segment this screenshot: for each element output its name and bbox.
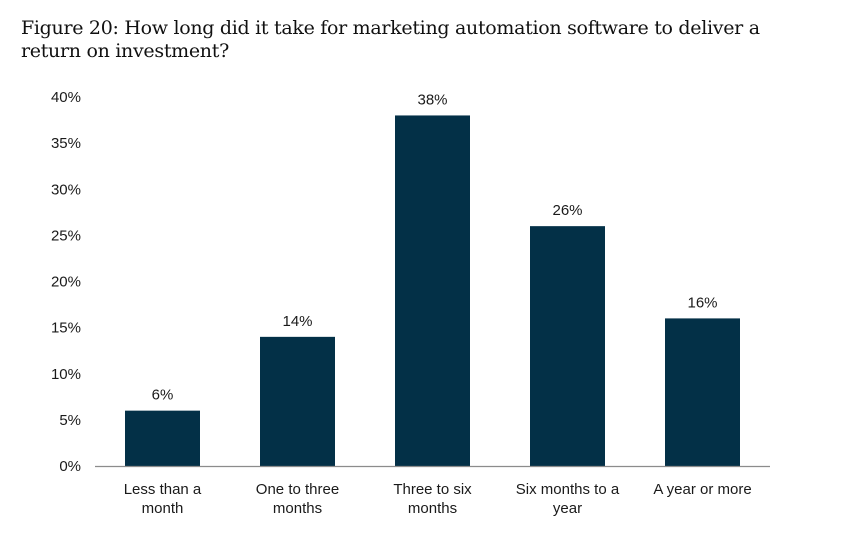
data-labels: 6% 14% 38% 26% 16%: [152, 91, 718, 403]
y-tick-label: 0%: [59, 458, 81, 475]
x-tick-label-line: month: [142, 500, 184, 517]
x-tick-label: Three to six months: [393, 481, 472, 517]
y-tick-label: 15%: [51, 320, 81, 337]
x-tick-label: Six months to a year: [516, 481, 620, 517]
y-tick-label: 5%: [59, 412, 81, 429]
data-label: 16%: [687, 294, 717, 311]
y-tick-label: 30%: [51, 181, 81, 198]
bar: [395, 115, 470, 466]
x-tick-label-line: months: [408, 500, 457, 517]
chart-title-line-1: Figure 20: How long did it take for mark…: [21, 17, 760, 39]
x-tick-label-line: Less than a: [124, 481, 202, 498]
data-label: 14%: [282, 313, 312, 330]
bar: [260, 336, 335, 466]
data-label: 6%: [152, 387, 174, 404]
data-label: 26%: [552, 202, 582, 219]
y-tick-label: 20%: [51, 274, 81, 291]
x-tick-label: One to three months: [256, 481, 339, 517]
bar: [530, 226, 605, 466]
bars: [125, 115, 740, 466]
x-tick-label-line: One to three: [256, 481, 339, 498]
data-label: 38%: [417, 91, 447, 108]
x-tick-label-line: Six months to a: [516, 481, 620, 498]
x-tick-label-line: months: [273, 500, 322, 517]
x-tick-label-line: A year or more: [653, 481, 751, 498]
x-tick-label: Less than a month: [124, 481, 202, 517]
chart-title-line-2: return on investment?: [21, 40, 229, 62]
x-tick-label-line: Three to six: [393, 481, 472, 498]
bar: [665, 318, 740, 466]
bar: [125, 410, 200, 466]
y-axis: 0% 5% 10% 15% 20% 25% 30% 35% 40%: [51, 89, 81, 475]
y-tick-label: 25%: [51, 227, 81, 244]
y-tick-label: 40%: [51, 89, 81, 106]
y-tick-label: 35%: [51, 135, 81, 152]
x-tick-label: A year or more: [653, 481, 751, 498]
chart-title: Figure 20: How long did it take for mark…: [21, 17, 801, 63]
x-tick-label-line: year: [553, 500, 582, 517]
y-tick-label: 10%: [51, 366, 81, 383]
